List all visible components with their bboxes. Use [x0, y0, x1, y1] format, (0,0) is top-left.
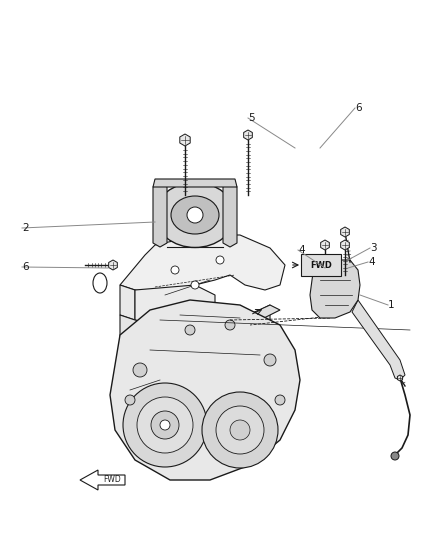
Text: 3: 3 — [370, 243, 377, 253]
Polygon shape — [120, 285, 135, 320]
Circle shape — [137, 397, 193, 453]
Polygon shape — [109, 260, 117, 270]
Circle shape — [225, 320, 235, 330]
Ellipse shape — [155, 182, 235, 247]
Circle shape — [151, 411, 179, 439]
Polygon shape — [310, 260, 360, 318]
Polygon shape — [153, 183, 167, 247]
Polygon shape — [110, 300, 300, 480]
FancyBboxPatch shape — [301, 254, 341, 276]
Circle shape — [202, 392, 278, 468]
Polygon shape — [244, 130, 252, 140]
Circle shape — [123, 383, 207, 467]
Polygon shape — [180, 134, 190, 146]
Polygon shape — [153, 179, 237, 187]
Polygon shape — [352, 300, 405, 380]
Polygon shape — [120, 235, 285, 292]
Text: 6: 6 — [22, 262, 28, 272]
Circle shape — [133, 363, 147, 377]
Text: FWD: FWD — [103, 475, 121, 484]
Circle shape — [171, 266, 179, 274]
Circle shape — [391, 452, 399, 460]
Text: 1: 1 — [388, 300, 395, 310]
Circle shape — [191, 281, 199, 289]
Ellipse shape — [93, 273, 107, 293]
Circle shape — [185, 325, 195, 335]
Text: FWD: FWD — [310, 261, 332, 270]
Polygon shape — [341, 227, 350, 237]
Text: 6: 6 — [355, 103, 362, 113]
Circle shape — [216, 406, 264, 454]
Polygon shape — [397, 375, 403, 381]
Polygon shape — [341, 240, 350, 250]
Polygon shape — [120, 305, 270, 350]
Text: 4: 4 — [368, 257, 374, 267]
Polygon shape — [80, 470, 125, 490]
Text: 5: 5 — [248, 113, 254, 123]
Ellipse shape — [171, 196, 219, 234]
Text: 2: 2 — [22, 223, 28, 233]
Circle shape — [160, 420, 170, 430]
Text: 4: 4 — [298, 245, 304, 255]
Polygon shape — [215, 305, 280, 340]
Polygon shape — [135, 285, 215, 335]
Circle shape — [187, 207, 203, 223]
Circle shape — [264, 354, 276, 366]
Circle shape — [125, 395, 135, 405]
Polygon shape — [223, 183, 237, 247]
Circle shape — [216, 256, 224, 264]
Circle shape — [275, 395, 285, 405]
Circle shape — [230, 420, 250, 440]
Polygon shape — [321, 240, 329, 250]
